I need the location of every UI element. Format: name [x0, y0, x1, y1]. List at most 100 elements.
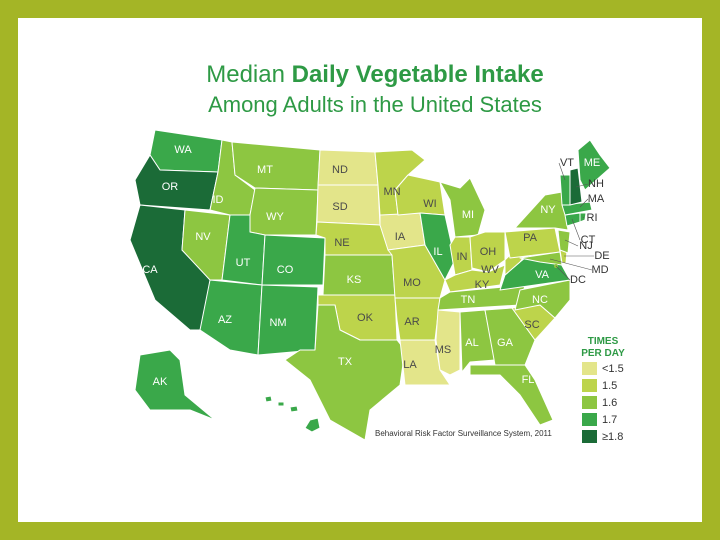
state-label: HI: [283, 422, 294, 434]
state-label: MN: [383, 186, 400, 198]
labels-layer: WA OR CA NV ID MT WY UT CO AZ NM ND SD NE KS OK TX MN IA MO…: [142, 144, 609, 434]
state-label: SC: [524, 319, 539, 331]
leader-line: [582, 216, 585, 219]
state-shape: [316, 184, 381, 226]
state-label: MD: [591, 264, 608, 276]
state-label: NY: [540, 204, 556, 216]
state-island: [264, 395, 273, 403]
state-label: CA: [142, 264, 158, 276]
state-shape: [284, 304, 406, 441]
state-shape: [181, 209, 231, 281]
state-label: OR: [162, 181, 179, 193]
state-label: NH: [588, 178, 604, 190]
state-shape: [249, 187, 319, 236]
state-label: OH: [480, 246, 497, 258]
title-line-1: Median Daily Vegetable Intake: [206, 61, 544, 88]
title-line-2: Among Adults in the United States: [208, 92, 542, 117]
state-label: NJ: [579, 240, 592, 252]
state-shape: [317, 149, 379, 186]
legend-label: ≥1.8: [602, 431, 623, 443]
state-shape: [519, 251, 563, 266]
state-label: WI: [423, 198, 436, 210]
state-shape: [261, 234, 326, 286]
state-label: IA: [395, 231, 406, 243]
state-label: CT: [581, 234, 596, 246]
state-shape: [557, 229, 571, 254]
state-shape: [399, 339, 451, 386]
leader-line: [555, 265, 571, 281]
state-label: TX: [338, 356, 353, 368]
state-label: VT: [560, 157, 574, 169]
state-label: MI: [462, 209, 474, 221]
state-label: WY: [266, 211, 284, 223]
state-label: AK: [153, 376, 168, 388]
state-label: DE: [594, 250, 609, 262]
state-label: PA: [523, 232, 538, 244]
state-label: CO: [277, 264, 294, 276]
state-label: ID: [213, 194, 224, 206]
state-label: AZ: [218, 314, 232, 326]
leader-line: [558, 162, 566, 181]
legend-swatch: [582, 413, 597, 426]
state-label: MT: [257, 164, 273, 176]
state-island: [277, 401, 285, 407]
state-label: NE: [334, 237, 349, 249]
legend-swatch: [582, 379, 597, 392]
leader-line: [579, 198, 589, 208]
state-label: KY: [475, 279, 490, 291]
state-shape: [577, 139, 611, 191]
leader-line: [564, 239, 579, 247]
state-label: AL: [465, 337, 478, 349]
state-shape: [484, 307, 536, 366]
title-prefix: Median: [206, 61, 285, 88]
states-layer: [129, 129, 611, 441]
legend-label: 1.7: [602, 414, 617, 426]
state-shape: [569, 167, 583, 206]
state-shape: [579, 212, 587, 223]
state-label: RI: [587, 212, 598, 224]
state-label: DC: [570, 274, 586, 286]
legend-swatch: [582, 396, 597, 409]
state-label: SD: [332, 201, 347, 213]
legend-swatch: [582, 430, 597, 443]
state-shape: [419, 212, 456, 281]
legend-label: 1.6: [602, 397, 617, 409]
state-label: AR: [404, 316, 419, 328]
source-note: Behavioral Risk Factor Surveillance Syst…: [375, 429, 552, 438]
legend-title: TIMES: [588, 336, 619, 347]
state-label: ND: [332, 164, 348, 176]
state-shape: [304, 417, 321, 433]
state-shape: [435, 309, 461, 376]
state-shape: [459, 309, 496, 373]
state-label: GA: [497, 337, 514, 349]
state-label: NV: [195, 231, 211, 243]
legend-label: <1.5: [602, 363, 624, 375]
state-shape: [394, 174, 446, 216]
state-label: OK: [357, 312, 374, 324]
state-label: WV: [481, 264, 499, 276]
leader-line: [575, 183, 589, 188]
state-label: IN: [457, 251, 468, 263]
state-shape: [469, 364, 554, 426]
state-label: MA: [588, 193, 605, 205]
state-label: MS: [435, 344, 452, 356]
state-shape: [439, 177, 486, 238]
state-label: UT: [236, 257, 251, 269]
leader-line: [549, 258, 593, 271]
state-label: IL: [433, 246, 442, 258]
state-label: MO: [403, 277, 421, 289]
state-label: ME: [584, 157, 601, 169]
title-bold: Daily Vegetable Intake: [292, 61, 544, 88]
state-label: NM: [269, 317, 286, 329]
state-label: LA: [403, 359, 417, 371]
legend-label: 1.5: [602, 380, 617, 392]
state-island: [289, 405, 299, 413]
state-shape: [134, 349, 216, 421]
leader-line: [571, 218, 581, 241]
legend-title: PER DAY: [581, 348, 625, 359]
state-label: NC: [532, 294, 548, 306]
state-label: FL: [522, 374, 535, 386]
